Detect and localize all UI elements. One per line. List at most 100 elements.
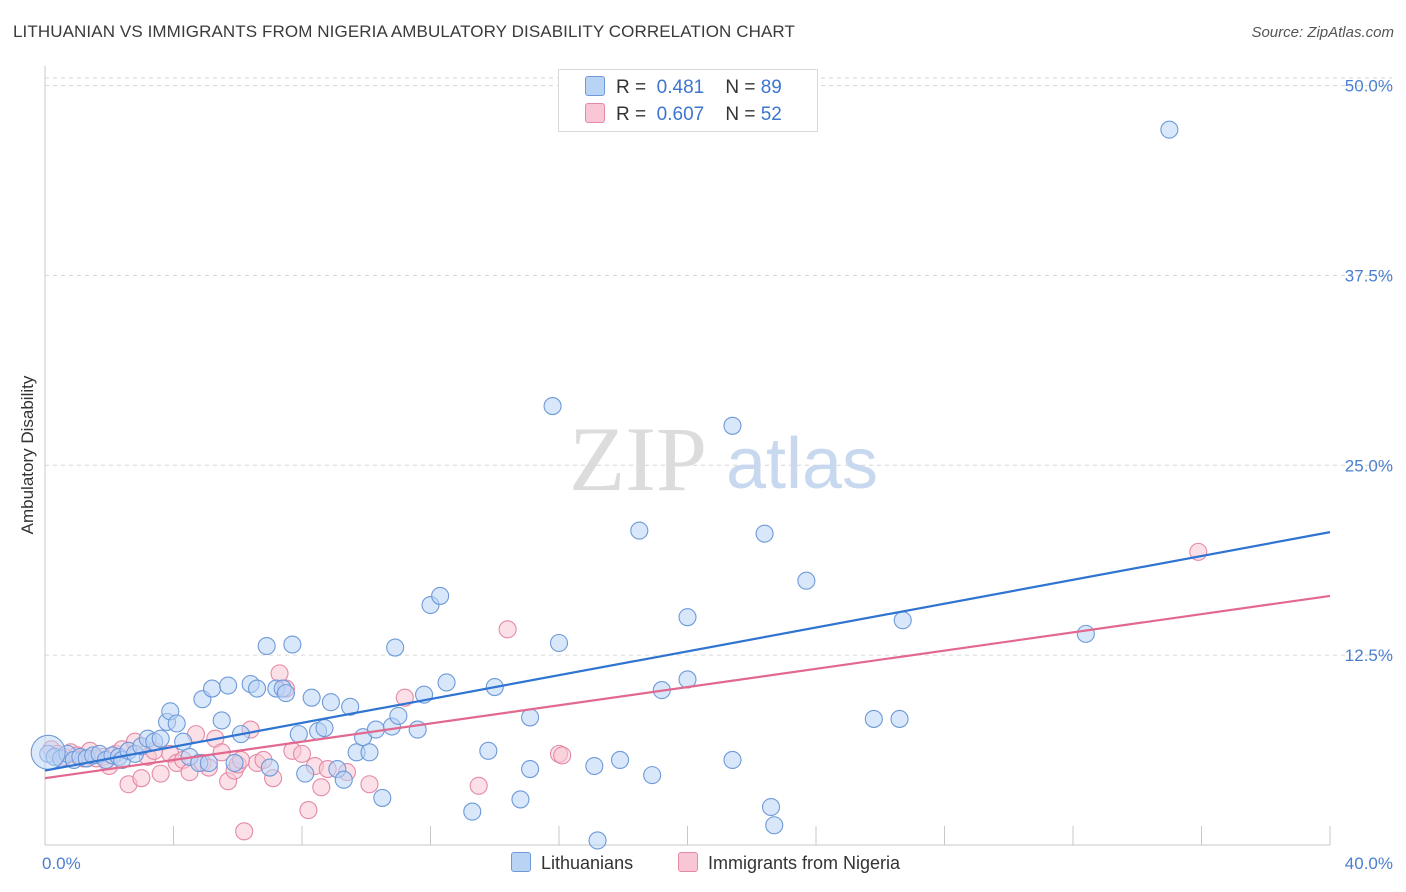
- legend-r-value: 0.481: [656, 77, 705, 98]
- data-point-nigeria: [498, 620, 517, 639]
- data-point-cluster: [30, 734, 66, 770]
- legend-r-label: R =: [616, 104, 647, 125]
- data-point-lithuanians: [797, 571, 816, 590]
- data-point-lithuanians: [431, 586, 450, 605]
- y-tick-label: 50.0%: [1345, 77, 1393, 96]
- data-point-nigeria: [553, 746, 572, 765]
- data-point-lithuanians: [389, 706, 408, 725]
- legend-r-label: R =: [616, 77, 647, 98]
- data-point-lithuanians: [203, 679, 222, 698]
- data-point-lithuanians: [260, 758, 279, 777]
- data-point-lithuanians: [151, 729, 170, 748]
- data-point-lithuanians: [893, 611, 912, 630]
- grid: [45, 77, 1392, 656]
- data-point-nigeria: [292, 744, 312, 763]
- watermark-atlas: atlas: [726, 424, 878, 504]
- y-tick-label: 37.5%: [1345, 266, 1393, 285]
- data-point-lithuanians: [212, 711, 231, 730]
- data-point-lithuanians: [511, 790, 530, 809]
- x-tick-label: 40.0%: [1345, 854, 1393, 873]
- legend-item-lithuanians[interactable]: Lithuanians: [511, 852, 633, 874]
- data-point-lithuanians: [678, 608, 697, 627]
- data-point-nigeria: [360, 775, 379, 794]
- data-point-lithuanians: [219, 676, 238, 695]
- legend-swatch-pink: [585, 103, 605, 123]
- data-point-lithuanians: [225, 753, 244, 773]
- data-point-lithuanians: [373, 788, 392, 807]
- data-point-lithuanians: [755, 524, 774, 543]
- data-point-lithuanians: [463, 802, 482, 821]
- data-point-nigeria: [132, 769, 151, 788]
- data-point-lithuanians: [588, 831, 607, 850]
- data-point-nigeria: [469, 776, 488, 795]
- data-point-lithuanians: [296, 764, 315, 783]
- data-point-lithuanians: [643, 766, 662, 785]
- data-point-lithuanians: [199, 753, 218, 773]
- data-point-lithuanians: [521, 708, 540, 727]
- legend-swatch-pink: [678, 852, 698, 872]
- legend-n-label: N =: [725, 104, 756, 125]
- data-point-lithuanians: [437, 673, 456, 692]
- series-legend: Lithuanians Immigrants from Nigeria: [0, 852, 1406, 878]
- data-point-lithuanians: [761, 797, 781, 817]
- data-point-lithuanians: [723, 416, 742, 435]
- x-tick-label: 0.0%: [42, 854, 81, 873]
- legend-n-value: 89: [760, 77, 782, 98]
- legend-n-label: N =: [725, 77, 756, 98]
- trend-lines: [44, 531, 1331, 780]
- stats-legend: R = 0.481 N = 89 R = 0.607 N = 52: [558, 69, 818, 132]
- data-point-lithuanians: [247, 679, 267, 698]
- data-point-lithuanians: [479, 741, 498, 760]
- legend-swatch-blue: [511, 852, 531, 872]
- data-point-nigeria: [235, 822, 254, 841]
- data-point-lithuanians: [167, 714, 186, 733]
- data-point-lithuanians: [257, 636, 276, 656]
- data-point-lithuanians: [890, 709, 909, 728]
- source-label: Source: ZipAtlas.com: [1251, 24, 1394, 41]
- legend-row-nigeria: R = 0.607 N = 52: [585, 103, 782, 127]
- legend-n-value: 52: [760, 104, 782, 125]
- trend-line-lithuanians: [44, 531, 1331, 772]
- data-point-lithuanians: [765, 816, 784, 835]
- data-point-lithuanians: [341, 697, 360, 716]
- data-point-nigeria: [270, 664, 289, 683]
- legend-row-lithuanians: R = 0.481 N = 89: [585, 76, 782, 100]
- data-point-lithuanians: [276, 684, 295, 703]
- data-point-lithuanians: [289, 725, 308, 744]
- tick-labels: 12.5% 25.0% 37.5% 50.0% 0.0% 40.0%: [42, 77, 1393, 873]
- data-point-nigeria: [299, 801, 318, 820]
- data-point-lithuanians: [360, 743, 379, 762]
- legend-item-nigeria[interactable]: Immigrants from Nigeria: [678, 852, 900, 874]
- data-point-lithuanians: [549, 633, 569, 653]
- legend-swatch-blue: [585, 76, 605, 96]
- series-lithuanians-points: [30, 120, 1179, 850]
- watermark-zip: ZIP: [569, 408, 707, 510]
- data-point-lithuanians: [321, 693, 340, 712]
- data-point-lithuanians: [585, 756, 604, 776]
- data-point-lithuanians: [174, 732, 193, 751]
- axes: [44, 66, 1331, 846]
- data-point-lithuanians: [723, 750, 742, 769]
- legend-label-nigeria: Immigrants from Nigeria: [708, 853, 901, 873]
- data-point-lithuanians: [521, 760, 540, 779]
- legend-label-lithuanians: Lithuanians: [541, 853, 634, 873]
- data-point-lithuanians: [334, 770, 353, 789]
- data-point-nigeria: [312, 778, 331, 797]
- data-point-lithuanians: [283, 635, 302, 654]
- y-tick-label: 12.5%: [1345, 646, 1393, 665]
- data-point-nigeria: [151, 764, 170, 783]
- data-point-lithuanians: [543, 397, 562, 416]
- data-point-lithuanians: [864, 709, 883, 728]
- data-point-lithuanians: [1076, 624, 1095, 643]
- data-point-lithuanians: [386, 638, 405, 657]
- data-point-lithuanians: [315, 719, 334, 738]
- data-point-lithuanians: [302, 688, 321, 707]
- trend-line-nigeria: [44, 594, 1331, 780]
- data-point-lithuanians: [1160, 120, 1179, 139]
- chart-title: LITHUANIAN VS IMMIGRANTS FROM NIGERIA AM…: [13, 22, 795, 41]
- legend-r-value: 0.607: [656, 104, 705, 125]
- data-point-lithuanians: [610, 750, 630, 769]
- y-tick-label: 25.0%: [1345, 456, 1393, 475]
- data-point-lithuanians: [630, 521, 649, 540]
